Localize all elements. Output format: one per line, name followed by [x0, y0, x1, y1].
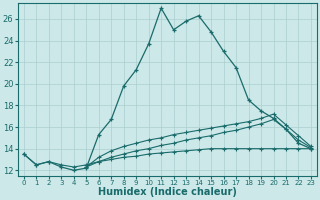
X-axis label: Humidex (Indice chaleur): Humidex (Indice chaleur) [98, 187, 237, 197]
